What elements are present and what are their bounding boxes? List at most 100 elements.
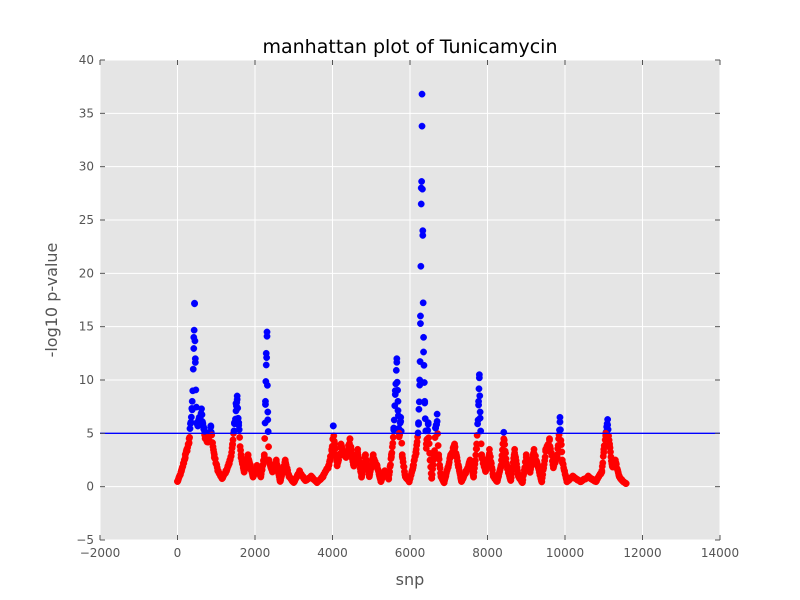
snp-point	[214, 467, 222, 475]
snp-point	[264, 416, 272, 424]
snp-point	[350, 461, 358, 469]
snp-point	[425, 434, 433, 442]
snp-point	[476, 414, 484, 422]
snp-point	[265, 456, 273, 464]
snp-point	[195, 413, 203, 421]
y-tick-label: 0	[86, 480, 94, 494]
snp-point	[424, 426, 432, 434]
snp-point	[389, 439, 397, 447]
snp-point	[301, 476, 309, 484]
snp-point	[466, 456, 474, 464]
snp-point	[538, 477, 546, 485]
snp-point	[433, 417, 441, 425]
snp-point	[415, 419, 422, 427]
snp-point	[577, 477, 584, 485]
snp-point	[210, 451, 218, 459]
snp-point	[541, 453, 549, 461]
snp-point	[391, 387, 399, 395]
snp-point	[611, 456, 619, 464]
snp-point	[185, 435, 193, 443]
x-tick-label: 10000	[546, 546, 584, 560]
snp-point	[337, 440, 345, 448]
snp-point	[606, 440, 613, 448]
y-tick-label: 40	[79, 53, 94, 67]
snp-point	[518, 478, 526, 486]
snp-point	[237, 451, 245, 459]
snp-point	[313, 478, 321, 486]
snp-point	[417, 320, 424, 327]
snp-point	[236, 434, 244, 441]
y-tick-label: 25	[79, 213, 94, 227]
snp-point	[489, 472, 497, 480]
y-tick-label: 10	[79, 373, 94, 387]
snp-point	[405, 477, 413, 485]
snp-point	[229, 440, 236, 448]
snp-point	[387, 451, 395, 459]
snp-point	[192, 386, 200, 394]
snp-point	[462, 467, 470, 475]
snp-point	[226, 456, 234, 464]
snp-point	[398, 451, 406, 459]
snp-point	[307, 472, 315, 480]
snp-point	[188, 397, 196, 405]
snp-point	[549, 461, 557, 469]
snp-point	[526, 467, 534, 475]
x-tick-label: −2000	[80, 546, 121, 560]
snp-point	[385, 474, 393, 482]
x-tick-label: 14000	[701, 546, 739, 560]
snp-point	[622, 480, 630, 487]
snp-point	[174, 477, 181, 485]
y-tick-label: 30	[79, 160, 94, 174]
snp-point	[600, 445, 608, 453]
snp-point	[354, 445, 362, 453]
snp-point	[190, 326, 198, 334]
snp-point	[556, 413, 564, 421]
snp-point	[233, 392, 241, 400]
snp-point	[534, 461, 542, 469]
snp-point	[257, 472, 265, 480]
snp-point	[397, 413, 405, 421]
snp-point	[191, 299, 198, 307]
snp-point	[497, 461, 505, 469]
snp-point	[515, 472, 522, 480]
snp-point	[244, 451, 252, 459]
snp-point	[563, 477, 571, 485]
snp-point	[426, 456, 434, 464]
snp-point	[435, 451, 443, 459]
snp-point	[235, 419, 243, 427]
y-tick-label: 15	[79, 320, 94, 334]
snp-point	[342, 451, 350, 459]
snp-point	[285, 472, 293, 480]
snp-point	[232, 400, 240, 407]
snp-point	[542, 445, 550, 453]
snp-point	[434, 442, 442, 449]
snp-point	[417, 312, 424, 320]
snp-point	[486, 445, 493, 453]
snp-point	[276, 477, 284, 485]
snp-point	[205, 435, 212, 443]
snp-point	[381, 467, 389, 475]
snp-point	[419, 299, 427, 307]
snp-point	[418, 90, 426, 98]
snp-point	[390, 424, 398, 432]
snp-point	[501, 441, 509, 448]
snp-point	[455, 461, 462, 469]
snp-point	[401, 472, 409, 480]
snp-point	[218, 474, 226, 482]
snp-point	[412, 445, 420, 453]
snp-point	[569, 472, 577, 480]
snp-point	[598, 467, 606, 475]
snp-point	[604, 416, 612, 423]
snp-point	[398, 439, 406, 447]
snp-point	[417, 184, 425, 192]
snp-point	[261, 435, 269, 442]
snp-point	[190, 333, 198, 341]
snp-point	[263, 381, 271, 389]
snp-point	[417, 200, 425, 208]
axis-ticks	[99, 59, 721, 541]
snp-point	[476, 408, 484, 416]
snp-point	[418, 122, 426, 130]
snp-point	[264, 408, 272, 416]
x-tick-label: 0	[174, 546, 182, 560]
